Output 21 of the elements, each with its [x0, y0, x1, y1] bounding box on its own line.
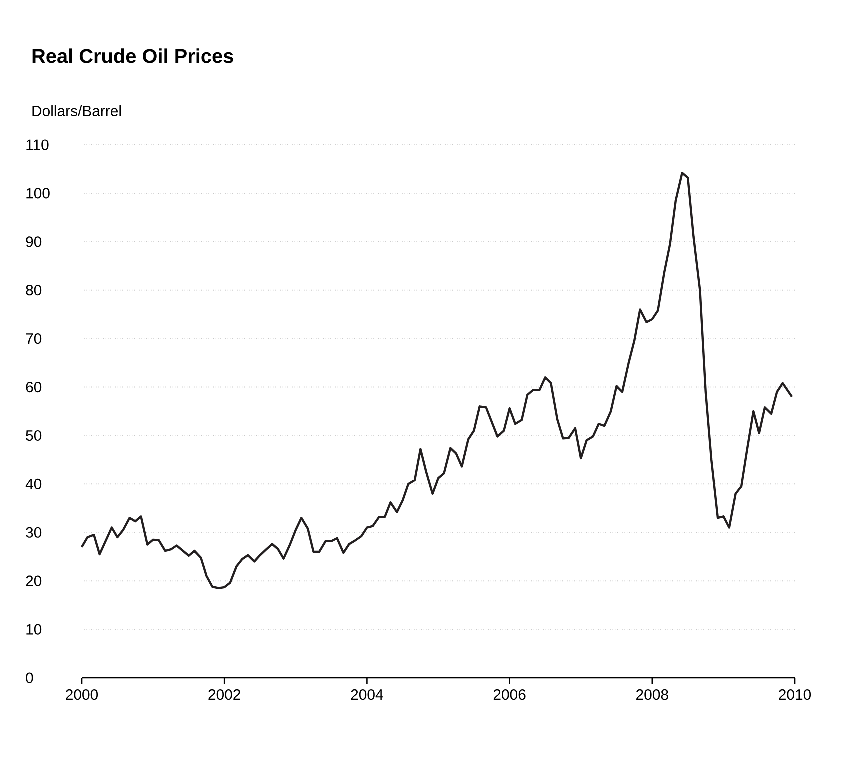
chart-title: Real Crude Oil Prices	[32, 48, 234, 64]
y-tick-label: 30	[26, 527, 42, 538]
y-tick-label: 0	[26, 672, 34, 684]
y-tick-label: 80	[26, 285, 42, 296]
line-series	[80, 172, 794, 590]
y-tick-label: 60	[26, 382, 42, 393]
y-tick-label: 40	[26, 478, 42, 490]
x-tick-label: 2002	[208, 690, 240, 700]
x-tick-label: 2008	[636, 690, 668, 700]
x-tick-label: 2000	[66, 690, 98, 700]
y-tick-label: 10	[26, 624, 42, 635]
x-tick-label: 2010	[779, 690, 812, 700]
y-tick-label: 50	[26, 430, 42, 442]
x-tick-label: 2004	[351, 690, 384, 700]
y-tick-label: 100	[26, 188, 50, 199]
x-tick-label: 2006	[494, 690, 526, 700]
y-tick-label: 70	[26, 334, 42, 344]
y-tick-label: 110	[26, 140, 49, 150]
y-axis-title: Dollars/Barrel	[32, 106, 122, 116]
y-tick-label: 20	[26, 576, 42, 586]
y-tick-label: 90	[26, 236, 42, 248]
